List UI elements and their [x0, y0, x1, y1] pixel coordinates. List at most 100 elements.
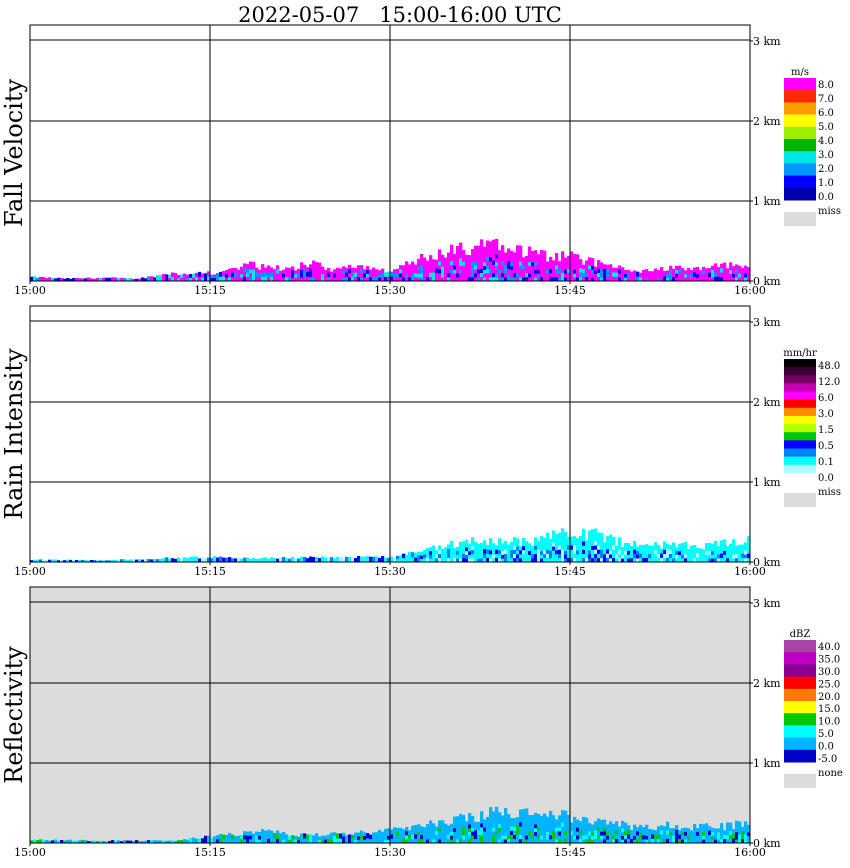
echo-cell [438, 273, 442, 278]
echo-cell [117, 277, 121, 282]
echo-cell [699, 270, 703, 275]
echo-cell [525, 827, 529, 832]
echo-cell [306, 276, 310, 282]
echo-cell [150, 276, 154, 282]
echo-cell [309, 268, 313, 273]
echo-cell [543, 250, 547, 255]
echo-cell [708, 550, 712, 555]
echo-cell [738, 838, 742, 844]
echo-cell [648, 557, 652, 563]
echo-cell [519, 249, 523, 254]
echo-cell [735, 268, 739, 274]
echo-cell [237, 269, 241, 274]
echo-cell [702, 835, 706, 840]
echo-cell [426, 276, 430, 282]
echo-cell [447, 260, 451, 266]
echo-cell [735, 835, 739, 840]
echo-cell [510, 545, 514, 551]
echo-cell [504, 812, 508, 817]
echo-cell [534, 835, 538, 840]
echo-cell [228, 272, 232, 278]
echo-cell [570, 272, 574, 278]
echo-cell [51, 840, 55, 844]
echo-cell [735, 820, 739, 825]
echo-cell [696, 557, 700, 563]
echo-cell [453, 269, 457, 274]
echo-cell [474, 257, 478, 262]
echo-cell [417, 262, 421, 267]
echo-cell [273, 269, 277, 274]
echo-cell [570, 826, 574, 832]
echo-cell [618, 549, 622, 555]
echo-cell [552, 272, 556, 278]
echo-cell [135, 278, 139, 282]
echo-cell [519, 257, 523, 262]
echo-cell [141, 277, 145, 282]
echo-cell [711, 269, 715, 274]
echo-cell [501, 835, 505, 840]
echo-cell [621, 820, 625, 825]
echo-cell [624, 546, 628, 551]
echo-cell [633, 541, 637, 546]
echo-cell [375, 835, 379, 840]
echo-cell [252, 273, 256, 278]
echo-cell [465, 539, 469, 544]
echo-cell [273, 833, 277, 839]
echo-cell [525, 255, 529, 261]
echo-cell [159, 558, 163, 563]
echo-cell [486, 830, 490, 835]
legend-swatch [784, 440, 816, 449]
echo-cell [477, 273, 481, 278]
echo-cell [66, 839, 70, 844]
echo-cell [540, 839, 544, 844]
echo-cell [735, 264, 739, 269]
echo-cell [429, 550, 433, 555]
echo-cell [75, 277, 79, 282]
echo-cell [216, 835, 220, 840]
echo-cell [699, 835, 703, 840]
echo-cell [492, 554, 496, 559]
echo-cell [621, 558, 625, 563]
echo-cell [306, 271, 310, 277]
echo-cell [216, 277, 220, 282]
echo-cell [576, 558, 580, 563]
echo-cell [183, 273, 187, 278]
echo-cell [429, 255, 433, 260]
echo-cell [531, 550, 535, 555]
echo-cell [555, 538, 559, 543]
echo-cell [342, 558, 346, 563]
echo-cell [480, 546, 484, 551]
echo-cell [546, 827, 550, 832]
echo-cell [171, 276, 175, 282]
echo-cell [390, 276, 394, 282]
echo-cell [81, 839, 85, 844]
echo-cell [597, 549, 601, 554]
echo-cell [354, 839, 358, 844]
echo-cell [543, 830, 547, 835]
echo-cell [723, 546, 727, 551]
echo-cell [741, 834, 745, 840]
echo-cell [717, 839, 721, 844]
echo-cell [558, 277, 562, 282]
echo-cell [561, 259, 565, 265]
echo-cell [432, 263, 436, 269]
echo-cell [261, 272, 265, 278]
echo-cell [558, 536, 562, 542]
echo-cell [174, 277, 178, 282]
echo-cell [417, 831, 421, 836]
echo-cell [498, 538, 502, 543]
echo-cell [429, 263, 433, 269]
echo-cell [474, 541, 478, 547]
echo-cell [501, 253, 505, 258]
echo-cell [279, 833, 283, 839]
echo-cell [591, 261, 595, 267]
echo-cell [108, 560, 112, 563]
echo-cell [333, 558, 337, 563]
echo-cell [639, 549, 643, 554]
echo-cell [423, 835, 427, 840]
echo-cell [732, 550, 736, 555]
echo-cell [561, 540, 565, 546]
echo-cell [234, 836, 238, 840]
echo-cell [459, 246, 463, 251]
echo-cell [492, 243, 496, 249]
